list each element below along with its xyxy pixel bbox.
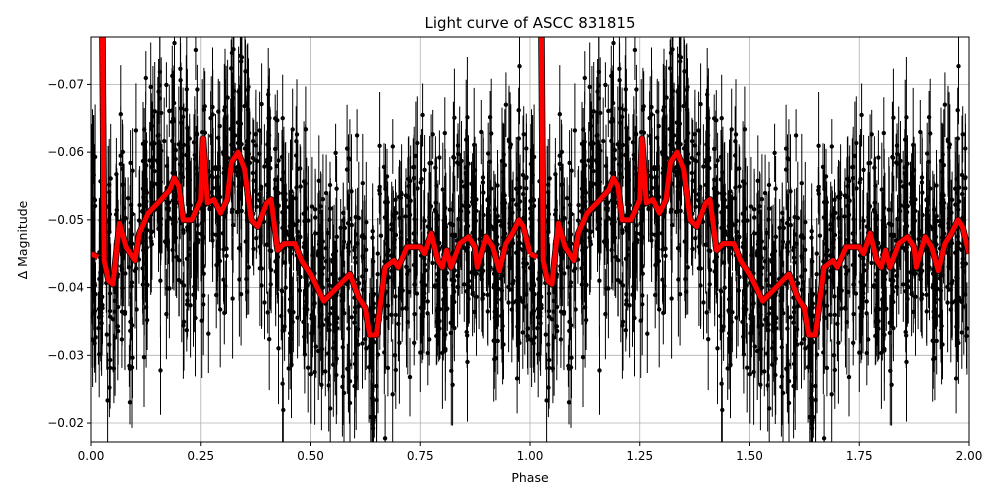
plot-area — [91, 37, 969, 442]
x-tick-label: 1.25 — [626, 449, 653, 463]
x-tick-label: 1.50 — [736, 449, 763, 463]
y-tick-label: −0.07 — [47, 77, 84, 91]
x-tick-label: 1.75 — [846, 449, 873, 463]
x-tick-label: 0.25 — [187, 449, 214, 463]
model-curve-line — [91, 37, 533, 338]
model-curve — [91, 37, 969, 339]
x-axis-ticks: 0.00 0.25 0.50 0.75 1.00 1.25 1.50 1.75 2.00 — [78, 442, 983, 463]
y-tick-label: −0.02 — [47, 416, 84, 430]
x-tick-label: 1.00 — [517, 449, 544, 463]
y-axis-label: Δ Magnitude — [15, 200, 30, 279]
y-tick-label: −0.05 — [47, 213, 84, 227]
y-axis-ticks: −0.07 −0.06 −0.05 −0.04 −0.03 −0.02 — [47, 77, 91, 430]
x-tick-label: 0.75 — [407, 449, 434, 463]
model-curve-line — [528, 37, 969, 338]
y-tick-label: −0.03 — [47, 348, 84, 362]
y-tick-label: −0.06 — [47, 145, 84, 159]
y-tick-label: −0.04 — [47, 281, 84, 295]
x-tick-label: 0.50 — [297, 449, 324, 463]
data-points — [91, 40, 969, 441]
x-axis-label: Phase — [511, 470, 549, 485]
x-tick-label: 0.00 — [78, 449, 105, 463]
chart-title: Light curve of ASCC 831815 — [425, 14, 636, 32]
x-tick-label: 2.00 — [956, 449, 983, 463]
